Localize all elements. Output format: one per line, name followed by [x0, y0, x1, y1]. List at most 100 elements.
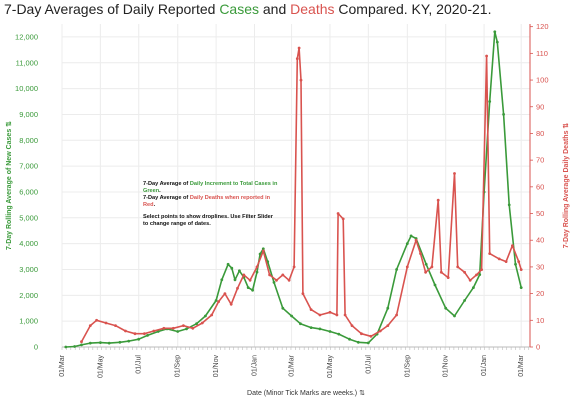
- data-point-deaths[interactable]: [124, 329, 127, 333]
- data-point-deaths[interactable]: [360, 332, 363, 336]
- data-point-deaths[interactable]: [456, 265, 460, 269]
- data-point-deaths[interactable]: [497, 257, 501, 261]
- data-point-deaths[interactable]: [318, 313, 322, 317]
- data-point-deaths[interactable]: [182, 324, 185, 327]
- data-point-cases[interactable]: [214, 299, 218, 302]
- data-point-cases[interactable]: [281, 306, 285, 310]
- series-line-deaths[interactable]: [80, 47, 522, 343]
- data-point-cases[interactable]: [395, 268, 398, 271]
- data-point-cases[interactable]: [424, 262, 428, 266]
- data-point-deaths[interactable]: [297, 46, 301, 50]
- data-point-cases[interactable]: [88, 341, 92, 345]
- data-point-cases[interactable]: [409, 234, 413, 238]
- data-point-cases[interactable]: [348, 337, 351, 341]
- data-point-cases[interactable]: [493, 30, 497, 34]
- data-point-cases[interactable]: [118, 340, 122, 344]
- data-point-deaths[interactable]: [485, 54, 488, 58]
- data-point-deaths[interactable]: [436, 198, 440, 202]
- data-point-deaths[interactable]: [504, 260, 508, 263]
- data-point-cases[interactable]: [99, 341, 102, 344]
- data-point-cases[interactable]: [195, 322, 199, 326]
- data-point-deaths[interactable]: [424, 270, 427, 274]
- data-point-cases[interactable]: [433, 283, 437, 287]
- data-point-deaths[interactable]: [236, 286, 239, 290]
- data-point-cases[interactable]: [80, 343, 83, 347]
- data-point-deaths[interactable]: [217, 300, 221, 303]
- data-point-cases[interactable]: [507, 203, 511, 207]
- data-point-deaths[interactable]: [343, 313, 347, 317]
- data-point-cases[interactable]: [328, 330, 332, 333]
- data-point-cases[interactable]: [519, 286, 523, 289]
- data-point-cases[interactable]: [246, 286, 250, 289]
- data-point-deaths[interactable]: [430, 265, 434, 269]
- data-point-cases[interactable]: [137, 337, 141, 341]
- data-point-cases[interactable]: [366, 341, 370, 345]
- data-point-deaths[interactable]: [95, 318, 98, 322]
- data-point-deaths[interactable]: [369, 334, 373, 338]
- data-point-deaths[interactable]: [341, 217, 345, 221]
- data-point-cases[interactable]: [309, 326, 313, 329]
- data-point-deaths[interactable]: [301, 292, 305, 295]
- data-point-deaths[interactable]: [88, 324, 92, 327]
- data-point-deaths[interactable]: [299, 78, 303, 82]
- data-point-cases[interactable]: [514, 262, 517, 266]
- data-point-cases[interactable]: [405, 242, 409, 246]
- data-point-cases[interactable]: [176, 330, 180, 333]
- data-point-deaths[interactable]: [133, 332, 137, 336]
- data-point-deaths[interactable]: [453, 172, 456, 175]
- data-point-cases[interactable]: [127, 339, 131, 343]
- data-point-cases[interactable]: [220, 278, 224, 282]
- data-point-deaths[interactable]: [80, 340, 83, 344]
- data-point-cases[interactable]: [204, 314, 207, 318]
- data-point-deaths[interactable]: [386, 324, 390, 327]
- data-point-cases[interactable]: [290, 314, 293, 318]
- data-point-deaths[interactable]: [275, 278, 278, 282]
- data-point-deaths[interactable]: [439, 270, 443, 274]
- data-point-deaths[interactable]: [292, 265, 296, 269]
- data-point-cases[interactable]: [502, 113, 505, 116]
- data-point-deaths[interactable]: [162, 326, 166, 330]
- data-point-cases[interactable]: [299, 322, 302, 326]
- data-point-deaths[interactable]: [488, 252, 492, 256]
- series-layer[interactable]: [64, 30, 523, 349]
- data-point-cases[interactable]: [251, 288, 255, 292]
- data-point-deaths[interactable]: [395, 313, 398, 317]
- data-point-deaths[interactable]: [405, 265, 409, 269]
- data-point-deaths[interactable]: [281, 273, 285, 277]
- data-point-deaths[interactable]: [446, 276, 450, 279]
- data-point-cases[interactable]: [226, 262, 230, 266]
- data-point-deaths[interactable]: [335, 313, 339, 317]
- data-point-deaths[interactable]: [152, 329, 156, 333]
- data-point-deaths[interactable]: [517, 260, 521, 263]
- data-point-cases[interactable]: [272, 281, 276, 284]
- data-point-cases[interactable]: [478, 273, 482, 276]
- data-point-deaths[interactable]: [191, 326, 195, 330]
- data-point-cases[interactable]: [337, 332, 341, 336]
- data-point-deaths[interactable]: [480, 268, 483, 271]
- data-point-cases[interactable]: [463, 299, 466, 302]
- data-point-cases[interactable]: [356, 340, 360, 344]
- data-point-deaths[interactable]: [475, 273, 478, 277]
- data-point-deaths[interactable]: [171, 326, 175, 330]
- data-point-deaths[interactable]: [336, 212, 340, 215]
- data-point-cases[interactable]: [185, 327, 188, 331]
- data-point-deaths[interactable]: [309, 308, 313, 311]
- data-point-cases[interactable]: [453, 314, 456, 318]
- data-point-cases[interactable]: [258, 252, 262, 256]
- data-point-cases[interactable]: [146, 334, 149, 337]
- data-point-deaths[interactable]: [414, 238, 418, 242]
- data-point-cases[interactable]: [73, 345, 76, 348]
- data-point-deaths[interactable]: [511, 244, 514, 248]
- data-point-cases[interactable]: [64, 345, 68, 349]
- data-point-cases[interactable]: [495, 40, 499, 44]
- data-point-deaths[interactable]: [114, 324, 117, 327]
- data-point-deaths[interactable]: [419, 252, 422, 256]
- data-point-deaths[interactable]: [200, 321, 204, 325]
- data-point-cases[interactable]: [238, 269, 241, 273]
- data-point-deaths[interactable]: [248, 278, 252, 282]
- data-point-cases[interactable]: [444, 306, 448, 310]
- data-point-deaths[interactable]: [295, 57, 299, 61]
- data-point-cases[interactable]: [255, 270, 259, 274]
- data-point-deaths[interactable]: [261, 249, 265, 253]
- data-point-cases[interactable]: [488, 100, 492, 103]
